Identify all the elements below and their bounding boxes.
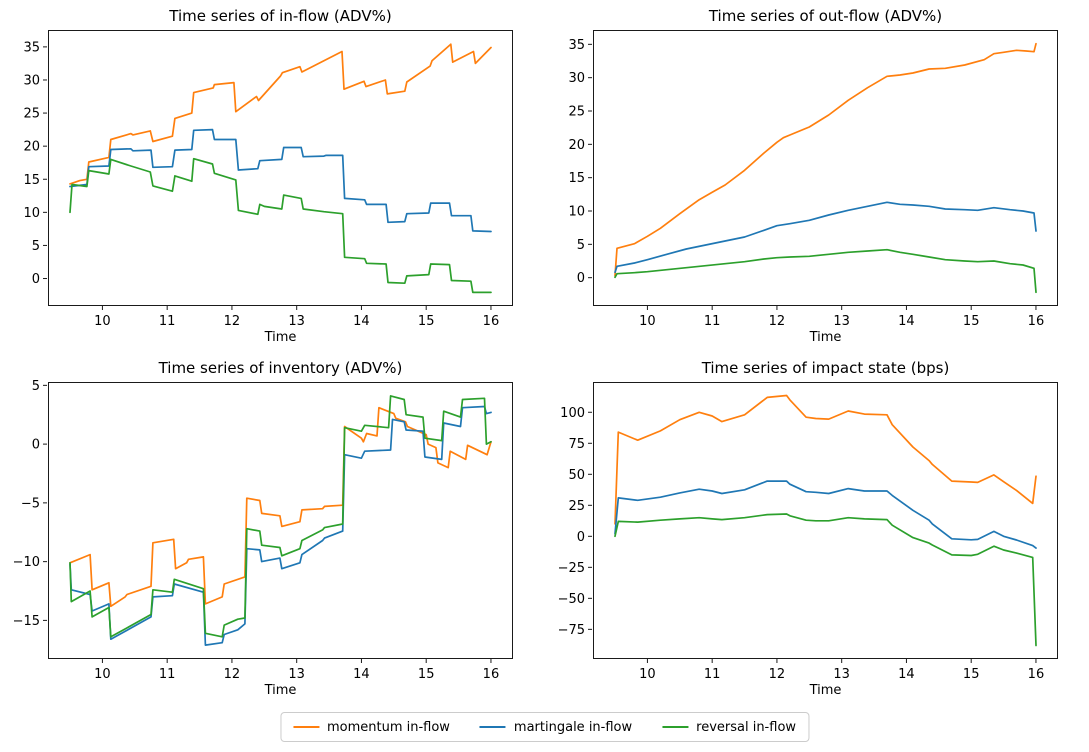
legend-line-martingale-icon — [479, 726, 506, 728]
x-tick-label: 14 — [898, 667, 915, 682]
y-tick-label: −25 — [558, 561, 585, 576]
plot-title-impact-state: Time series of impact state (bps) — [701, 359, 950, 377]
y-tick-label: −5 — [21, 496, 40, 511]
series-line-momentum-in-flow — [69, 406, 492, 608]
y-tick-label: 0 — [577, 530, 585, 545]
plot-title-inventory: Time series of inventory (ADV%) — [158, 359, 403, 377]
y-tick-label: 75 — [568, 437, 585, 452]
chart-canvas: 10 11 12 13 14 15 16 0 5 10 15 20 25 30 35 — [568, 38, 1044, 329]
series-line-reversal-in-flow — [69, 395, 492, 638]
x-tick-label: 10 — [639, 314, 656, 329]
chart-canvas: 10 11 12 13 14 15 16 −75 −50 −25 0 25 50 75 100 — [558, 394, 1044, 682]
x-tick-label: 12 — [769, 314, 786, 329]
y-tick-label: 50 — [568, 468, 585, 483]
y-tick-label: 0 — [32, 438, 40, 453]
y-tick-label: 10 — [568, 205, 585, 220]
series-line-martingale-in-flow — [69, 405, 492, 646]
legend-line-reversal-icon — [662, 726, 689, 728]
x-tick-label: 13 — [833, 314, 850, 329]
x-tick-label: 16 — [483, 667, 500, 682]
plot-area-outflow: 10 11 12 13 14 15 16 0 5 10 15 20 25 30 35 — [568, 30, 1058, 329]
x-tick-label: 16 — [1028, 667, 1045, 682]
x-tick-label: 14 — [898, 314, 915, 329]
x-tick-label: 15 — [963, 667, 980, 682]
plot-area-inventory: 10 11 12 13 14 15 16 −15 −10 −5 0 5 — [13, 379, 513, 682]
y-tick-label: 30 — [568, 71, 585, 86]
x-axis-label-inflow: Time — [264, 330, 297, 345]
y-tick-label: 20 — [568, 138, 585, 153]
series-line-momentum-in-flow — [614, 42, 1037, 277]
x-tick-label: 14 — [353, 314, 370, 329]
x-tick-label: 10 — [94, 667, 111, 682]
x-tick-label: 12 — [224, 667, 241, 682]
y-tick-label: −50 — [558, 592, 585, 607]
legend-label-martingale: martingale in-flow — [513, 719, 633, 735]
x-tick-label: 11 — [159, 667, 176, 682]
legend-item-martingale: martingale in-flow — [479, 719, 633, 735]
y-tick-label: 0 — [32, 272, 40, 287]
y-tick-label: 25 — [568, 499, 585, 514]
legend-item-reversal: reversal in-flow — [662, 720, 796, 735]
x-tick-label: 13 — [288, 314, 305, 329]
y-tick-label: 35 — [23, 40, 40, 55]
x-tick-label: 15 — [963, 314, 980, 329]
plot-title-inflow: Time series of in-flow (ADV%) — [169, 7, 392, 25]
series-line-martingale-in-flow — [69, 128, 492, 233]
plot-area-impact-state: 10 11 12 13 14 15 16 −75 −50 −25 0 25 50 75 100 — [558, 382, 1058, 682]
legend-line-momentum-icon — [292, 726, 319, 728]
y-tick-label: −75 — [558, 623, 585, 638]
x-tick-label: 15 — [418, 314, 435, 329]
x-axis-label-outflow: Time — [809, 330, 842, 345]
y-tick-label: 5 — [577, 238, 585, 253]
y-tick-label: 5 — [32, 239, 40, 254]
y-tick-label: 10 — [23, 206, 40, 221]
chart-legend: momentum in-flow martingale in-flow reve… — [279, 712, 810, 742]
x-axis-label-inventory: Time — [264, 683, 297, 698]
y-tick-label: 15 — [23, 173, 40, 188]
legend-label-reversal: reversal in-flow — [696, 719, 797, 735]
x-tick-label: 11 — [704, 314, 721, 329]
x-tick-label: 10 — [639, 667, 656, 682]
series-line-momentum-in-flow — [69, 43, 492, 185]
x-tick-label: 13 — [833, 667, 850, 682]
x-tick-label: 15 — [418, 667, 435, 682]
y-tick-label: −15 — [13, 614, 40, 629]
x-tick-label: 14 — [353, 667, 370, 682]
series-line-martingale-in-flow — [614, 201, 1037, 274]
x-tick-label: 16 — [483, 314, 500, 329]
x-axis-label-impact-state: Time — [809, 683, 842, 698]
plot-title-outflow: Time series of out-flow (ADV%) — [708, 7, 943, 25]
series-line-momentum-in-flow — [614, 394, 1037, 525]
chart-canvas: 10 11 12 13 14 15 16 −15 −10 −5 0 5 — [13, 379, 500, 682]
plot-area-inflow: 10 11 12 13 14 15 16 0 5 10 15 20 25 30 35 — [23, 30, 513, 329]
series-line-reversal-in-flow — [614, 248, 1037, 294]
y-tick-label: 5 — [32, 379, 40, 394]
x-tick-label: 10 — [94, 314, 111, 329]
y-tick-label: 100 — [560, 406, 585, 421]
series-line-reversal-in-flow — [614, 513, 1037, 647]
x-tick-label: 12 — [769, 667, 786, 682]
y-tick-label: −10 — [13, 555, 40, 570]
y-tick-label: 35 — [568, 38, 585, 53]
x-tick-label: 11 — [159, 314, 176, 329]
x-tick-label: 12 — [224, 314, 241, 329]
x-tick-label: 16 — [1028, 314, 1045, 329]
y-tick-label: 0 — [577, 271, 585, 286]
series-line-martingale-in-flow — [614, 480, 1037, 549]
legend-label-momentum: momentum in-flow — [326, 719, 450, 735]
y-tick-label: 15 — [568, 171, 585, 186]
y-tick-label: 30 — [23, 73, 40, 88]
series-line-reversal-in-flow — [69, 157, 492, 294]
chart-canvas: 10 11 12 13 14 15 16 0 5 10 15 20 25 30 35 — [23, 40, 499, 329]
x-tick-label: 11 — [704, 667, 721, 682]
legend-item-momentum: momentum in-flow — [292, 719, 450, 735]
x-tick-label: 13 — [288, 667, 305, 682]
y-tick-label: 20 — [23, 140, 40, 155]
y-tick-label: 25 — [23, 107, 40, 122]
y-tick-label: 25 — [568, 105, 585, 120]
